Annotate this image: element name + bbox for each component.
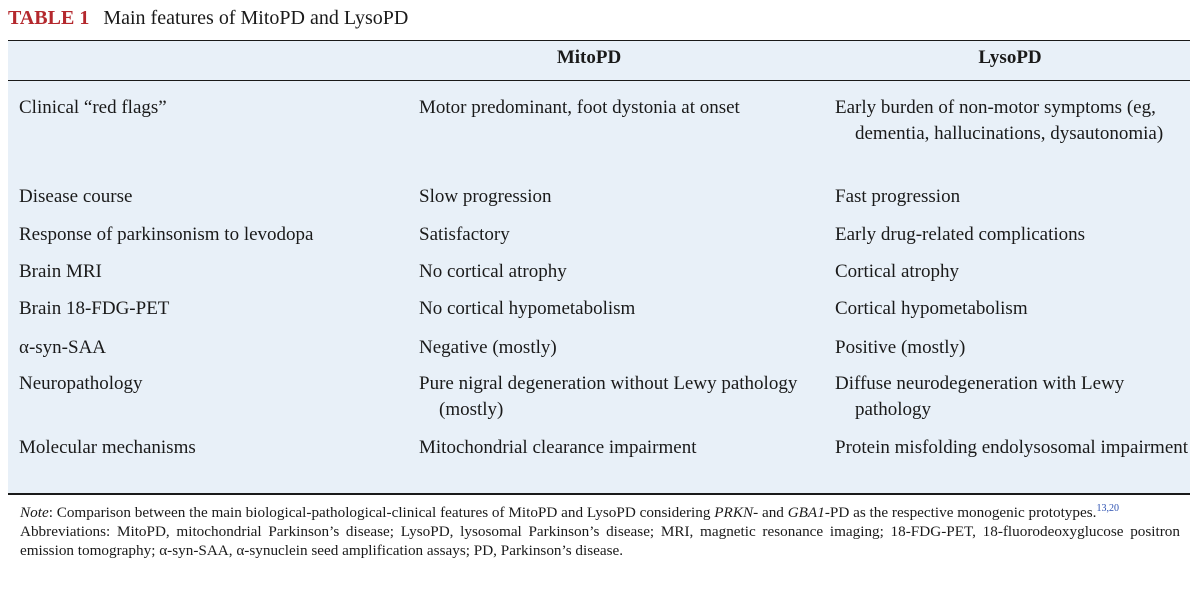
lysopd-cell: Positive (mostly): [835, 337, 966, 358]
table-number: TABLE 1: [8, 7, 90, 29]
header-divider: [8, 80, 1190, 81]
feature-cell: Molecular mechanisms: [19, 437, 196, 458]
table-title: Main features of MitoPD and LysoPD: [103, 7, 409, 29]
features-table: MitoPD LysoPD Clinical “red flags” Motor…: [8, 40, 1190, 495]
mitopd-cell: Motor predominant, foot dystonia at onse…: [419, 97, 740, 118]
mitopd-cell: Satisfactory: [419, 224, 510, 245]
table-notes: Note: Comparison between the main biolog…: [20, 503, 1180, 560]
feature-cell: Brain MRI: [19, 261, 102, 282]
feature-cell: Disease course: [19, 186, 133, 207]
gene-prkn: PRKN: [714, 504, 754, 521]
mitopd-cell: No cortical hypometabolism: [419, 298, 636, 319]
mitopd-cell: Negative (mostly): [419, 337, 557, 358]
feature-cell: Response of parkinsonism to levodopa: [19, 224, 314, 245]
lysopd-cell: Early drug-related complications: [835, 224, 1086, 245]
mitopd-cell: No cortical atrophy: [419, 261, 567, 282]
gene-gba1: GBA1: [787, 504, 825, 521]
table-caption: TABLE 1 Main features of MitoPD and LysoP…: [8, 4, 408, 32]
feature-cell: Clinical “red flags”: [19, 97, 167, 118]
lysopd-cell: Fast progression: [835, 186, 961, 207]
note-text: - and: [753, 504, 788, 521]
header-lysopd: LysoPD: [978, 47, 1042, 68]
mitopd-cell: Slow progression: [419, 186, 552, 207]
note-label: Note: [20, 504, 49, 521]
feature-cell: α-syn-SAA: [19, 337, 107, 358]
lysopd-cell: Early burden of non-motor symptoms (eg, …: [835, 97, 1164, 144]
note-text: : Comparison between the main biological…: [48, 504, 715, 521]
feature-cell: Brain 18-FDG-PET: [19, 298, 170, 319]
lysopd-cell: Cortical atrophy: [835, 261, 959, 282]
mitopd-cell: Pure nigral degeneration without Lewy pa…: [419, 373, 798, 420]
note-paragraph: Note: Comparison between the main biolog…: [20, 503, 1180, 522]
mitopd-cell: Mitochondrial clearance impairment: [419, 437, 697, 458]
header-mitopd: MitoPD: [556, 47, 622, 68]
reference-link[interactable]: 13,20: [1096, 503, 1119, 514]
lysopd-cell: Cortical hypometabolism: [835, 298, 1028, 319]
note-text: -PD as the respective monogenic prototyp…: [824, 504, 1097, 521]
feature-cell: Neuropathology: [19, 373, 143, 394]
lysopd-cell: Diffuse neurodegeneration with Lewy path…: [835, 373, 1125, 420]
abbreviations-paragraph: Abbreviations: MitoPD, mitochondrial Par…: [20, 523, 1180, 559]
table-header-row: MitoPD LysoPD: [8, 45, 1190, 77]
lysopd-cell: Protein misfolding endolysosomal impairm…: [835, 437, 1189, 458]
